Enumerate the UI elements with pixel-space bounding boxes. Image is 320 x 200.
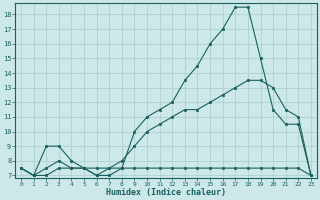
X-axis label: Humidex (Indice chaleur): Humidex (Indice chaleur)	[106, 188, 226, 197]
